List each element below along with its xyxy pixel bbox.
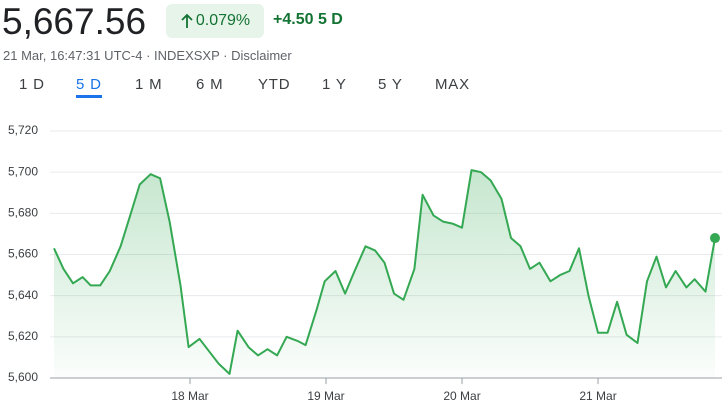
range-tab[interactable]: 1 M bbox=[135, 76, 163, 93]
change-percent: 0.079% bbox=[195, 12, 251, 29]
area bbox=[54, 170, 715, 378]
range-tab[interactable]: MAX bbox=[435, 76, 470, 93]
change-absolute: +4.50 bbox=[273, 11, 314, 28]
x-tick-label: 18 Mar bbox=[171, 389, 208, 403]
price: 5,667.56 bbox=[2, 1, 147, 42]
range-tab[interactable]: 1 D bbox=[19, 76, 45, 93]
subline: 21 Mar, 16:47:31 UTC-4 · INDEXSXP · Disc… bbox=[3, 48, 292, 63]
x-tick-label: 20 Mar bbox=[443, 389, 480, 403]
y-tick-label: 5,600 bbox=[8, 370, 38, 384]
up-arrow bbox=[181, 13, 193, 28]
y-tick-label: 5,680 bbox=[8, 206, 38, 220]
x-tick-label: 19 Mar bbox=[307, 389, 344, 403]
y-tick-label: 5,640 bbox=[8, 288, 38, 302]
line bbox=[53, 169, 716, 375]
y-tick-label: 5,660 bbox=[8, 247, 38, 261]
x-tick-label: 21 Mar bbox=[579, 389, 616, 403]
change-chip: 0.079% bbox=[166, 4, 264, 38]
range-tab[interactable]: YTD bbox=[258, 76, 291, 93]
range-tab[interactable]: 5 D bbox=[76, 76, 102, 98]
range-tab[interactable]: 1 Y bbox=[322, 76, 347, 93]
last-point bbox=[710, 233, 720, 244]
tab-bar: 1 D 5 D 1 M 6 M YTD 1 Y 5 Y MAX bbox=[0, 76, 722, 100]
y-tick-label: 5,700 bbox=[8, 164, 38, 178]
range-tab[interactable]: 5 Y bbox=[378, 76, 403, 93]
y-tick-label: 5,720 bbox=[8, 123, 38, 137]
y-tick-label: 5,620 bbox=[8, 329, 38, 343]
range-tab[interactable]: 6 M bbox=[196, 76, 224, 93]
period: 5 D bbox=[317, 11, 343, 28]
change: +4.50 5 D bbox=[273, 11, 343, 29]
